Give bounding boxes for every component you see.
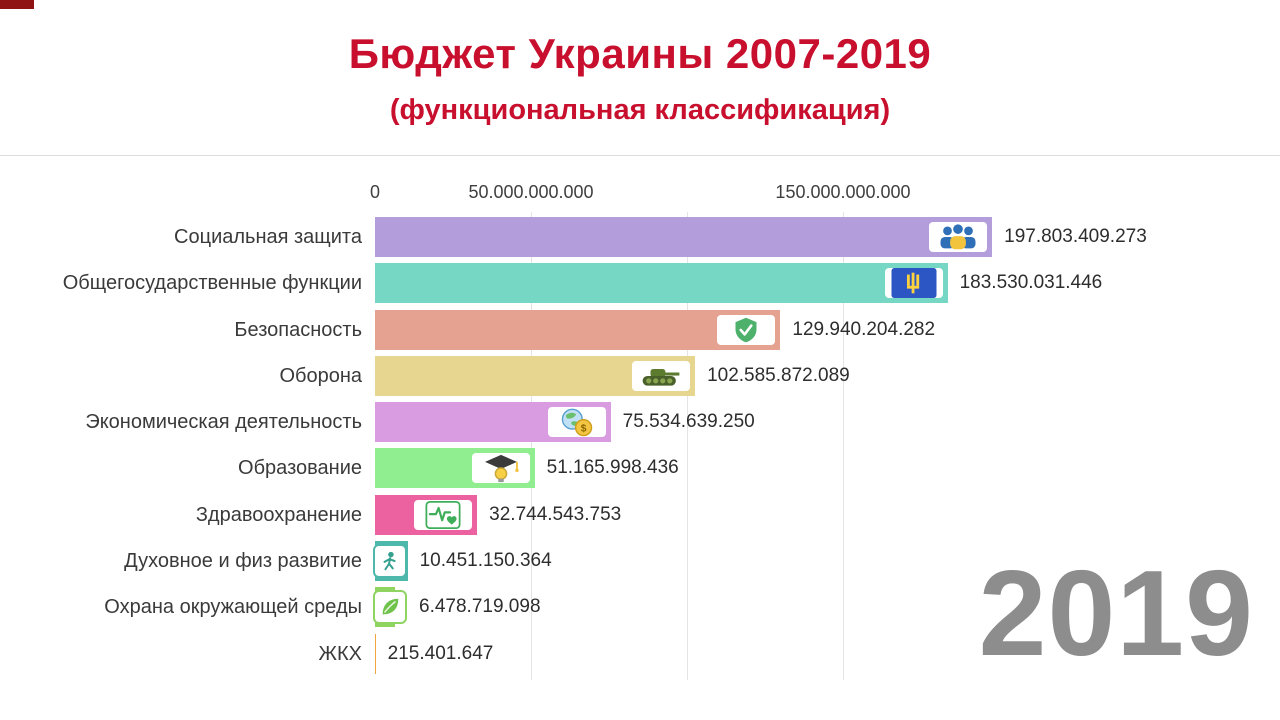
globe-money-icon: $ [561, 408, 592, 437]
video-progress-bar [0, 0, 34, 9]
bar [375, 309, 781, 350]
value-label: 183.530.031.446 [959, 272, 1103, 294]
bar-row: Здравоохранение 32.744.543.753 [0, 492, 1280, 538]
bar [375, 217, 993, 257]
shield-check-icon [735, 317, 757, 342]
value-label: 32.744.543.753 [489, 503, 622, 525]
icon-box [927, 220, 990, 254]
bar-chart: Социальная защита 197.803.409.273 Общегосу… [0, 170, 1280, 700]
bar [375, 633, 376, 674]
axis-tick-label: 50.000.000.000 [468, 182, 594, 202]
category-label: Охрана окружающей среды [104, 596, 362, 619]
bar [375, 263, 948, 304]
people-icon [940, 224, 976, 250]
category-label: Здравоохранение [195, 503, 362, 526]
value-label: 215.401.647 [387, 642, 494, 664]
chart-header: Бюджет Украины 2007-2019 (функциональная… [0, 0, 1280, 127]
bar-area: $75.534.639.250 [375, 402, 1280, 443]
icon-box [630, 358, 693, 393]
bar-row: Оборона 102.585.872.089 [0, 353, 1280, 399]
year-label: 2019 [978, 545, 1254, 681]
icon-box [715, 312, 778, 347]
value-label: 10.451.150.364 [419, 550, 552, 572]
bar-row: Общегосударственные функции 183.530.031.4… [0, 260, 1280, 306]
bar-area: 215.401.647 [375, 633, 1280, 674]
bar-area: 32.744.543.753 [375, 494, 1280, 535]
category-label: ЖКХ [318, 642, 362, 665]
ukraine-flag-icon [891, 268, 937, 299]
value-label: 6.478.719.098 [419, 596, 541, 618]
education-icon [484, 455, 519, 483]
bar-area: 10.451.150.364 [373, 541, 1280, 582]
bar-area: 102.585.872.089 [375, 355, 1280, 396]
tank-icon [642, 368, 680, 386]
environment-icon [382, 599, 399, 615]
header-divider [0, 155, 1280, 156]
value-label: 129.940.204.282 [792, 318, 936, 340]
bar-row: ЖКХ 215.401.647 [0, 631, 1280, 677]
category-label: Экономическая деятельность [85, 411, 362, 434]
health-icon [425, 500, 461, 529]
icon-box [412, 497, 475, 532]
category-label: Безопасность [234, 318, 362, 341]
culture-icon [383, 551, 396, 571]
icon-box [469, 451, 532, 486]
axis-tick-label: 150.000.000.000 [775, 182, 911, 202]
gridline [843, 212, 844, 680]
value-label: 197.803.409.273 [1004, 226, 1147, 247]
bar-area: 6.478.719.098 [373, 587, 1280, 628]
category-label: Оборона [279, 364, 362, 387]
category-label: Образование [238, 457, 362, 480]
bar-row: Охрана окружающей среды 6.478.719.098 [0, 584, 1280, 630]
bar-row: Образование 51.165.998.436 [0, 445, 1280, 491]
bar-row: Экономическая деятельность $75.534.639.25… [0, 399, 1280, 445]
bar-rows: Социальная защита 197.803.409.273 Общегосу… [0, 214, 1280, 677]
bar-area: 197.803.409.273 [375, 217, 1280, 257]
bar-area: 129.940.204.282 [375, 309, 1280, 350]
value-label: 102.585.872.089 [707, 364, 850, 386]
icon-box [882, 266, 945, 301]
bar-row: Социальная защита 197.803.409.273 [0, 214, 1280, 260]
icon-box [373, 544, 407, 579]
icon-box [373, 590, 407, 625]
chart-subtitle: (функциональная классификация) [389, 94, 891, 126]
value-label: 75.534.639.250 [622, 411, 755, 433]
gridline [687, 212, 688, 680]
bar-row: Духовное и физ развитие 10.451.150.364 [0, 538, 1280, 584]
axis-tick-label: 0 [369, 182, 381, 202]
svg-text:$: $ [580, 424, 586, 435]
bar-area: 183.530.031.446 [375, 263, 1280, 304]
bar-row: Безопасность 129.940.204.282 [0, 307, 1280, 353]
category-label: Духовное и физ развитие [124, 550, 362, 573]
gridline [531, 212, 532, 680]
category-label: Общегосударственные функции [62, 272, 362, 295]
chart-title: Бюджет Украины 2007-2019 [348, 30, 932, 77]
bar-area: 51.165.998.436 [375, 448, 1280, 489]
category-label: Социальная защита [174, 226, 362, 248]
icon-box: $ [545, 405, 608, 440]
value-label: 51.165.998.436 [546, 457, 679, 479]
